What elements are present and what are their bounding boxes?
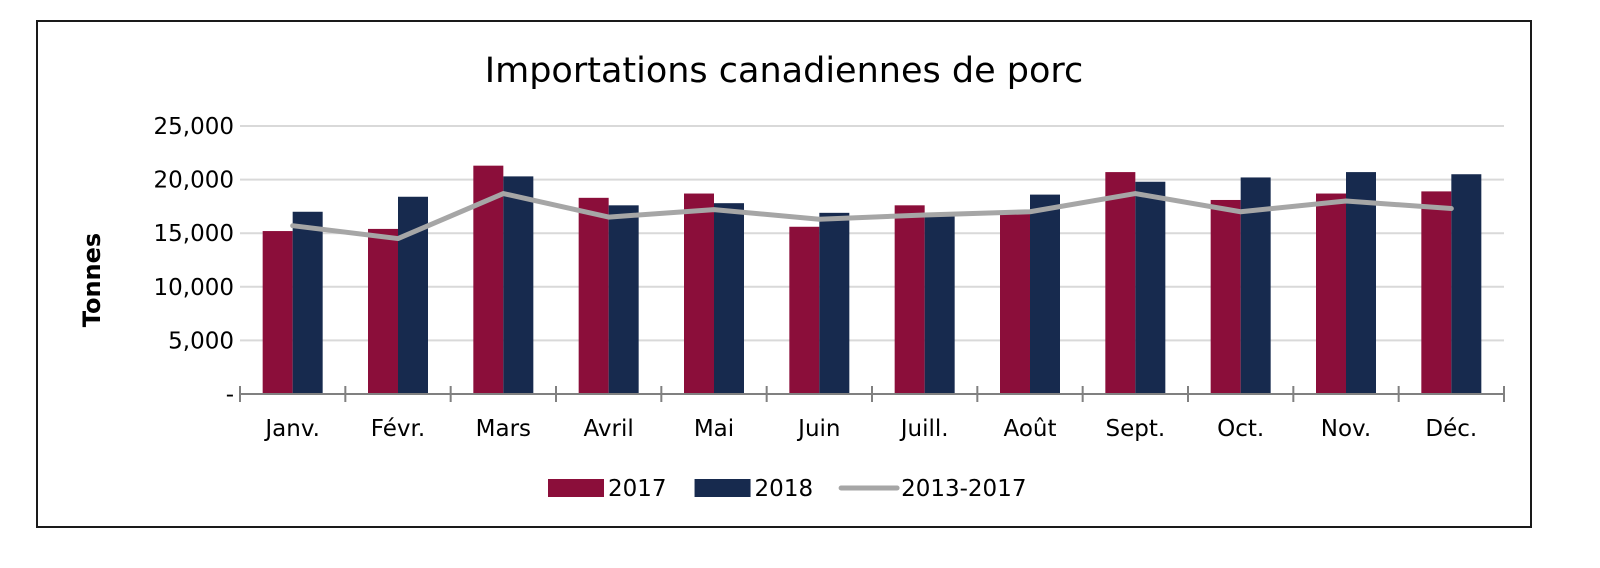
legend-label: 2018 <box>755 476 814 502</box>
y-tick-label: 20,000 <box>154 168 234 194</box>
bar-2017 <box>684 193 714 394</box>
x-tick-label: Juill. <box>899 416 949 442</box>
x-tick-label: Nov. <box>1321 416 1371 442</box>
legend-swatch-2017 <box>548 479 604 497</box>
bar-2018 <box>1030 194 1060 394</box>
bar-2018 <box>1135 181 1166 394</box>
bar-2017 <box>789 226 820 394</box>
y-tick-label: 15,000 <box>154 221 234 247</box>
grid-layer <box>240 125 1504 342</box>
x-tick-label: Avril <box>584 416 634 442</box>
bar-2018 <box>503 176 534 394</box>
y-tick-label: 5,000 <box>168 328 234 354</box>
bar-2018 <box>292 211 323 394</box>
x-tick-label: Janv. <box>263 416 320 442</box>
x-tick-label: Juin <box>796 416 840 442</box>
y-tick-label: 25,000 <box>154 114 234 140</box>
y-tick-label: 10,000 <box>154 275 234 301</box>
bar-2018 <box>1451 174 1482 394</box>
chart-frame: Importations canadiennes de porc Tonnes … <box>36 20 1532 528</box>
chart-svg: Importations canadiennes de porc Tonnes … <box>78 51 1505 502</box>
bar-2018 <box>608 205 639 394</box>
bars-layer <box>262 165 1482 394</box>
bar-2017 <box>1421 191 1452 394</box>
y-axis-ticks: - 5,000 10,000 15,000 20,000 25,000 <box>154 114 234 408</box>
bar-2018 <box>714 203 744 394</box>
bar-2017 <box>1316 193 1346 394</box>
bar-2017 <box>894 205 925 394</box>
x-tick-label: Sept. <box>1105 416 1165 442</box>
bar-2018 <box>819 212 850 394</box>
line-series-2013-2017 <box>290 191 1454 242</box>
y-tick-label: - <box>226 382 234 408</box>
legend: 2017 2018 2013-2017 <box>548 476 1026 502</box>
x-axis <box>239 386 1505 402</box>
bar-2017 <box>1210 199 1241 394</box>
y-axis-label: Tonnes <box>78 233 106 327</box>
x-tick-label: Oct. <box>1217 416 1264 442</box>
bar-2017 <box>578 197 609 394</box>
legend-swatch-2018 <box>694 479 751 497</box>
x-axis-ticks: Janv. Févr. Mars Avril Mai Juin Juill. Août Sept… <box>263 416 1477 442</box>
bar-2017 <box>1105 172 1136 394</box>
bar-2017 <box>262 231 293 394</box>
legend-label: 2013-2017 <box>901 476 1026 502</box>
bar-2018 <box>924 216 955 394</box>
chart-title: Importations canadiennes de porc <box>485 51 1083 91</box>
x-tick-label: Août <box>1004 416 1057 442</box>
x-tick-label: Mai <box>694 416 734 442</box>
bar-2018 <box>1346 172 1376 394</box>
x-tick-label: Févr. <box>371 416 425 442</box>
legend-label: 2017 <box>608 476 667 502</box>
bar-2017 <box>1000 212 1030 394</box>
bar-2017 <box>368 228 398 394</box>
x-tick-label: Déc. <box>1425 416 1477 442</box>
line-layer <box>290 191 1454 242</box>
x-tick-label: Mars <box>476 416 531 442</box>
